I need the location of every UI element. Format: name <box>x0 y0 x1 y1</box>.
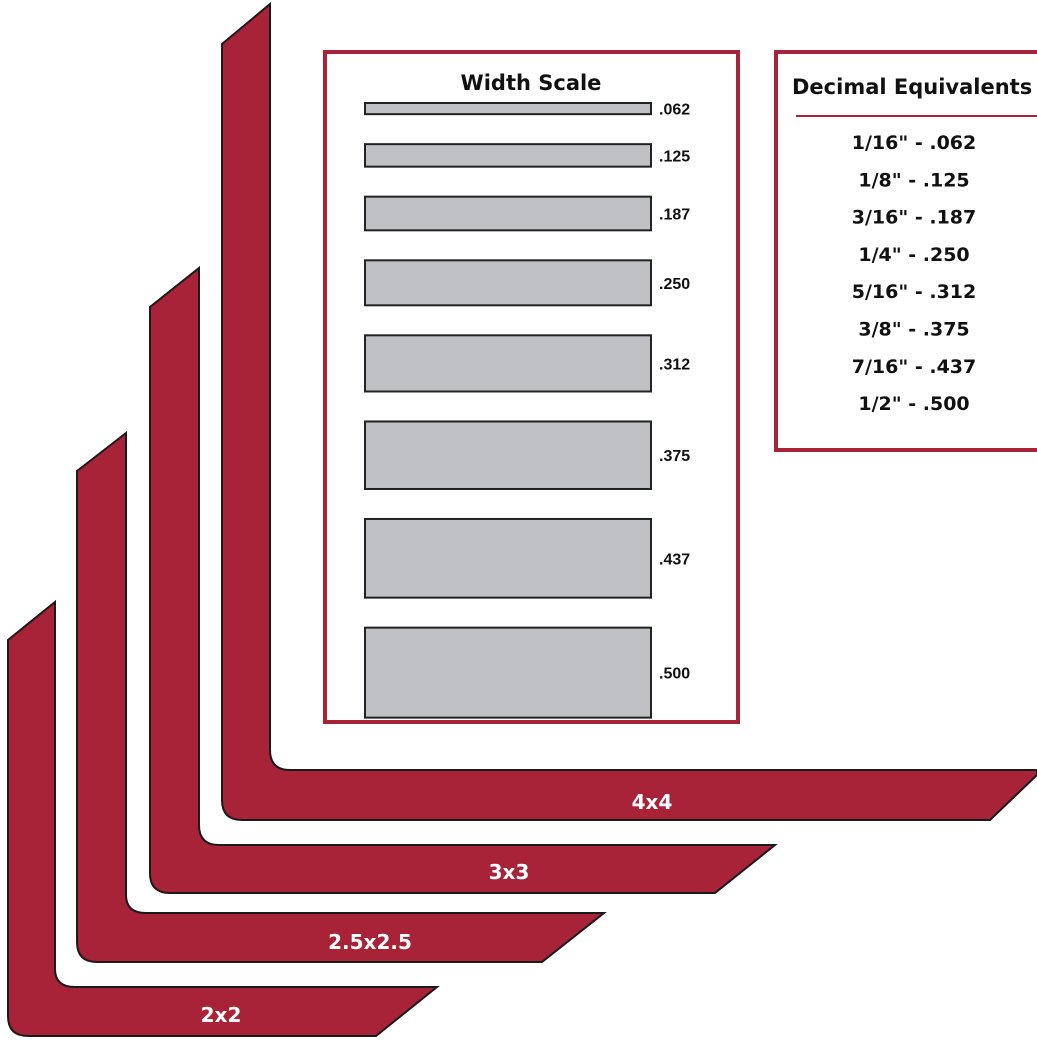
decimal-equivalents-panel: Decimal Equivalents 1/16" - .062 1/8" - .… <box>774 50 1037 452</box>
angle-2-5x2-5-profile <box>76 430 607 963</box>
angle-4x4-profile <box>221 1 1037 821</box>
width-scale-bars: .062 .125 .187 .250 .312 .375 .437 .500 <box>364 102 690 719</box>
angle-label-3x3: 3x3 <box>489 860 530 884</box>
width-bar-5 <box>364 334 652 393</box>
width-bar-label-3: .187 <box>659 206 690 223</box>
angle-label-4x4: 4x4 <box>632 790 673 814</box>
decimal-equivalent-item: 3/16" - .187 <box>852 207 977 229</box>
decimal-equivalents-title: Decimal Equivalents <box>792 75 1032 99</box>
width-scale-panel: Width Scale .062 .125 .187 .250 .312 .375 .437… <box>323 50 740 724</box>
width-bar-4 <box>364 259 652 307</box>
decimal-equivalent-item: 1/16" - .062 <box>852 132 977 154</box>
angle-label-2x2: 2x2 <box>201 1003 242 1027</box>
width-bar-8 <box>364 626 652 719</box>
decimal-equivalent-item: 1/2" - .500 <box>858 393 969 415</box>
width-bar-7 <box>364 517 652 599</box>
decimal-equivalent-item: 1/4" - .250 <box>858 244 969 266</box>
width-bar-label-1: .062 <box>659 102 690 119</box>
width-bar-3 <box>364 195 652 232</box>
decimal-equivalent-item: 3/8" - .375 <box>858 319 969 341</box>
decimal-equivalent-item: 7/16" - .437 <box>852 356 977 378</box>
angle-3x3-profile <box>149 265 778 894</box>
width-bar-label-6: .375 <box>659 448 690 465</box>
width-bar-1 <box>364 102 652 116</box>
width-bar-2 <box>364 143 652 168</box>
width-bar-label-2: .125 <box>659 148 690 165</box>
angle-profiles: 4x4 3x3 2.5x2.5 2x2 <box>7 1 1037 1037</box>
decimal-equivalent-item: 1/8" - .125 <box>858 169 969 191</box>
angle-label-2-5x2-5: 2.5x2.5 <box>328 930 412 954</box>
width-bar-label-8: .500 <box>659 666 690 683</box>
decimal-equivalents-frame <box>774 50 1037 452</box>
width-bar-6 <box>364 420 652 490</box>
width-bar-label-4: .250 <box>659 276 690 293</box>
width-scale-title: Width Scale <box>461 71 602 95</box>
angle-2x2-profile <box>7 599 440 1037</box>
width-bar-label-7: .437 <box>659 551 690 568</box>
width-bar-label-5: .312 <box>659 356 690 373</box>
decimal-equivalents-list: 1/16" - .062 1/8" - .125 3/16" - .187 1/4" … <box>852 132 977 415</box>
decimal-equivalent-item: 5/16" - .312 <box>852 281 977 303</box>
